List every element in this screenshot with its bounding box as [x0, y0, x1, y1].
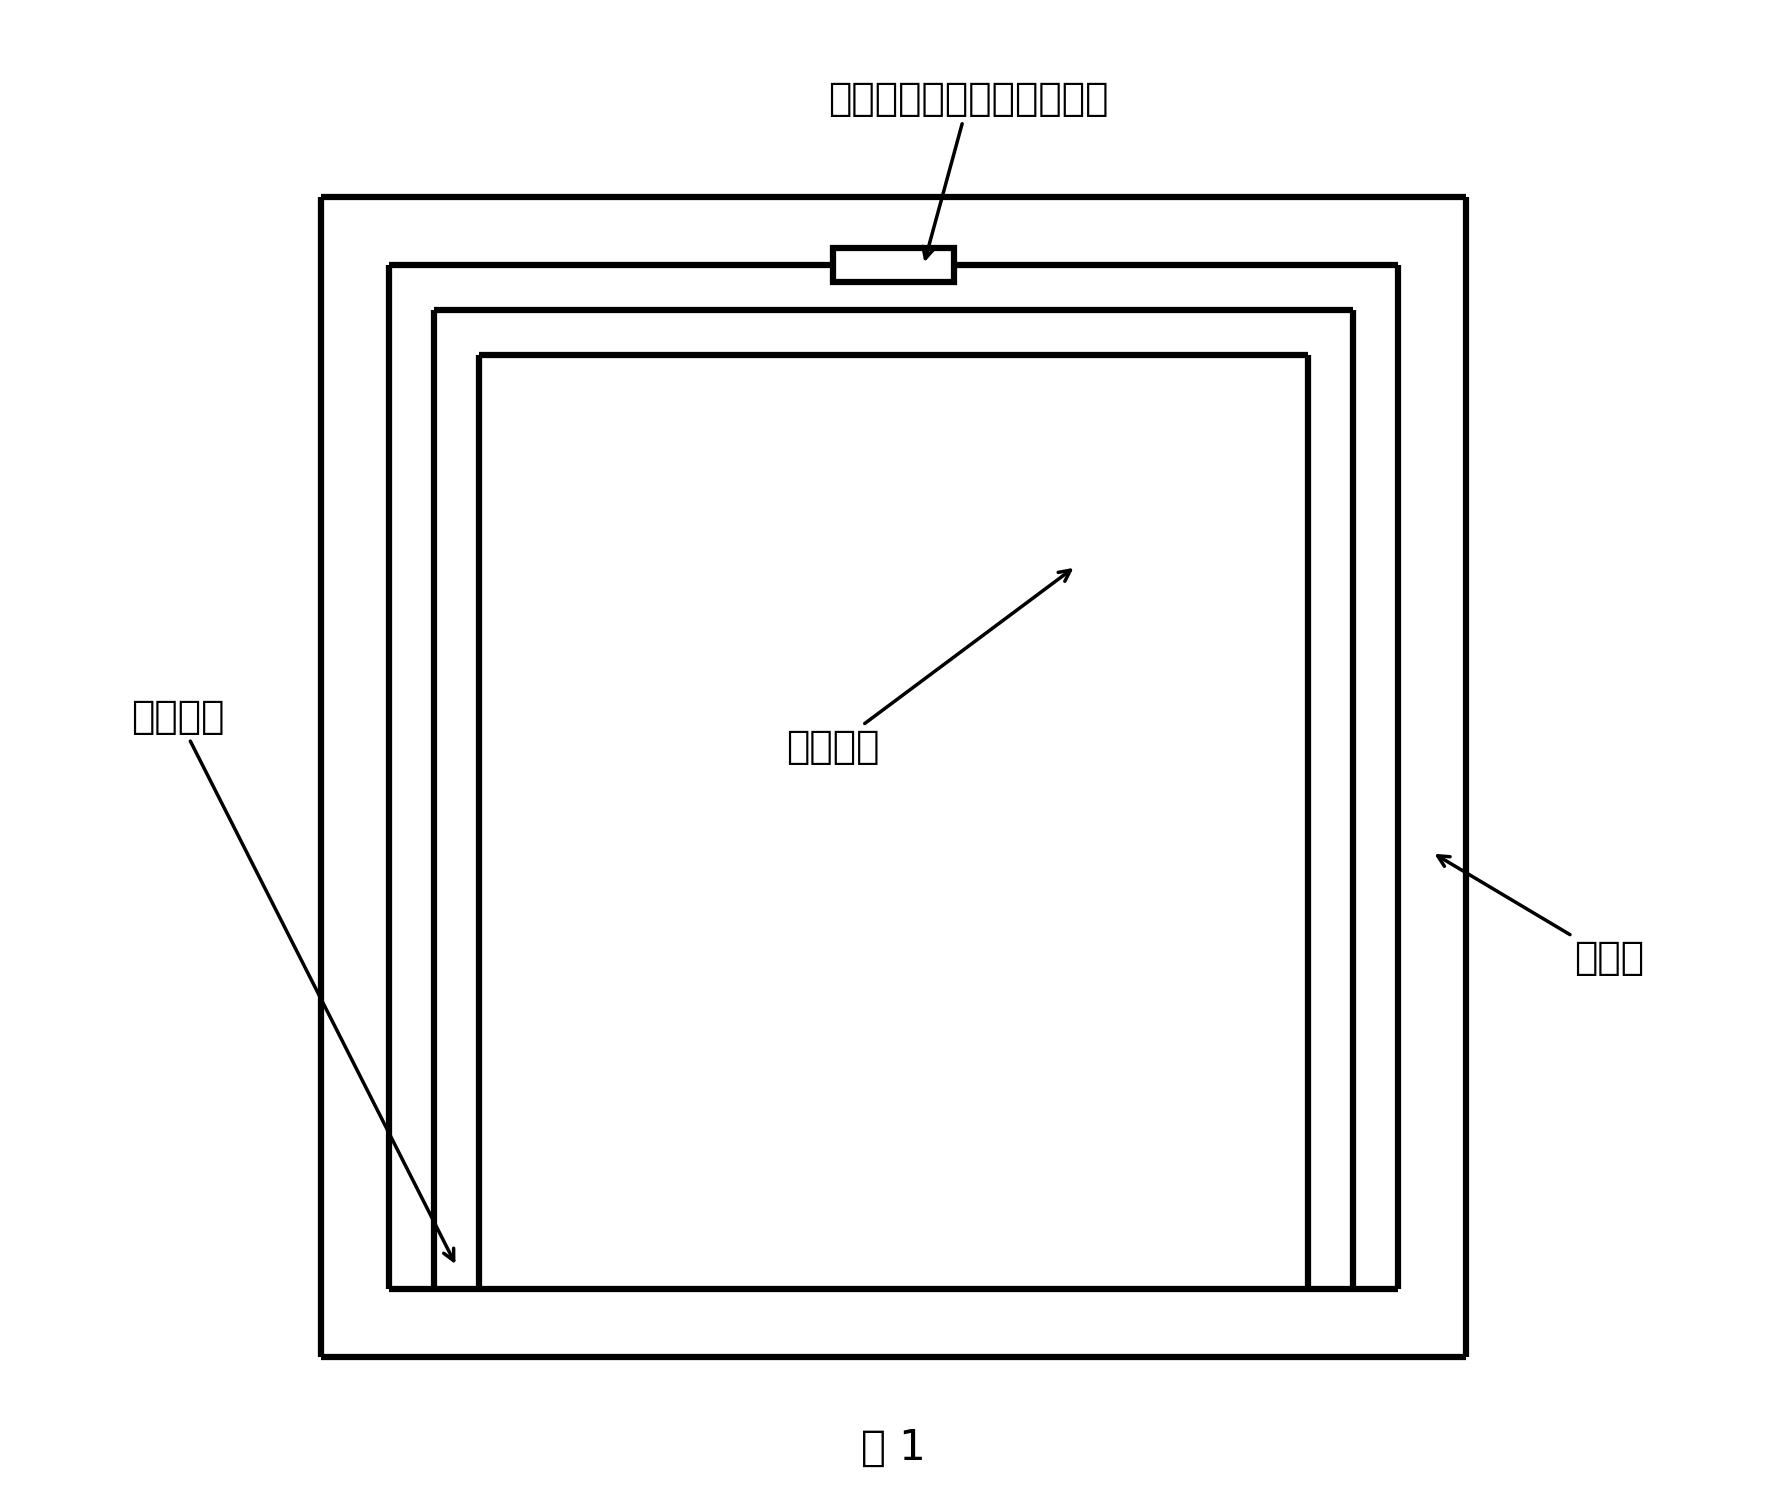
Text: 断开的有源区及第一层金属: 断开的有源区及第一层金属: [829, 80, 1110, 258]
Bar: [833, 249, 954, 282]
Text: 接地环: 接地环: [1439, 856, 1644, 976]
Text: 电感开口: 电感开口: [130, 697, 454, 1260]
Text: 单圈电感: 单圈电感: [786, 570, 1070, 767]
Text: 图 1: 图 1: [861, 1426, 926, 1468]
